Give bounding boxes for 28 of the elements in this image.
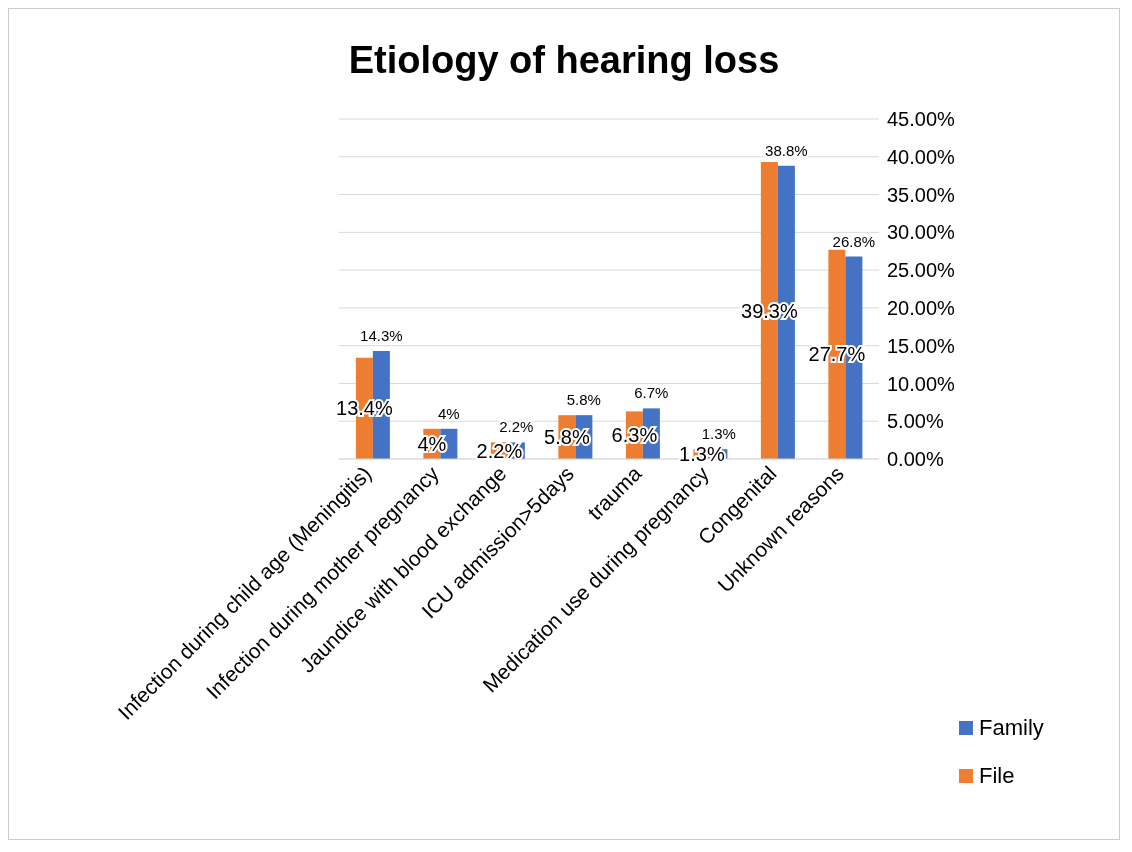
y-tick-label: 45.00% [887, 108, 956, 131]
data-label: 2.2% [476, 439, 523, 462]
data-label: 13.4% [336, 397, 393, 420]
y-tick-label: 20.00% [887, 296, 956, 319]
data-label: 27.7% [808, 343, 866, 366]
legend-label: File [979, 763, 1015, 789]
data-label: 14.3% [360, 326, 403, 344]
data-label: 1.3% [701, 425, 736, 443]
data-label: 4% [438, 404, 460, 422]
chart-title: Etiology of hearing loss [347, 38, 781, 83]
data-label: 6.3% [611, 424, 658, 447]
legend-label: Family [979, 715, 1044, 741]
data-label: 2.2% [499, 418, 534, 436]
y-tick-label: 10.00% [887, 372, 956, 395]
y-tick-label: 5.00% [887, 410, 944, 433]
y-tick-label: 15.00% [887, 334, 956, 357]
data-label: 1.3% [679, 443, 725, 466]
y-tick-label: 30.00% [887, 221, 956, 244]
y-tick-label: 35.00% [887, 183, 956, 206]
data-label: 26.8% [832, 232, 876, 250]
y-tick-label: 0.00% [887, 448, 944, 471]
y-tick-label: 25.00% [887, 259, 956, 282]
data-label: 5.8% [544, 426, 590, 449]
data-label: 38.8% [765, 141, 808, 159]
y-tick-label: 40.00% [887, 145, 956, 168]
data-label: 5.8% [566, 391, 601, 409]
data-label: 39.3% [741, 299, 798, 322]
data-label: 6.7% [634, 384, 669, 402]
